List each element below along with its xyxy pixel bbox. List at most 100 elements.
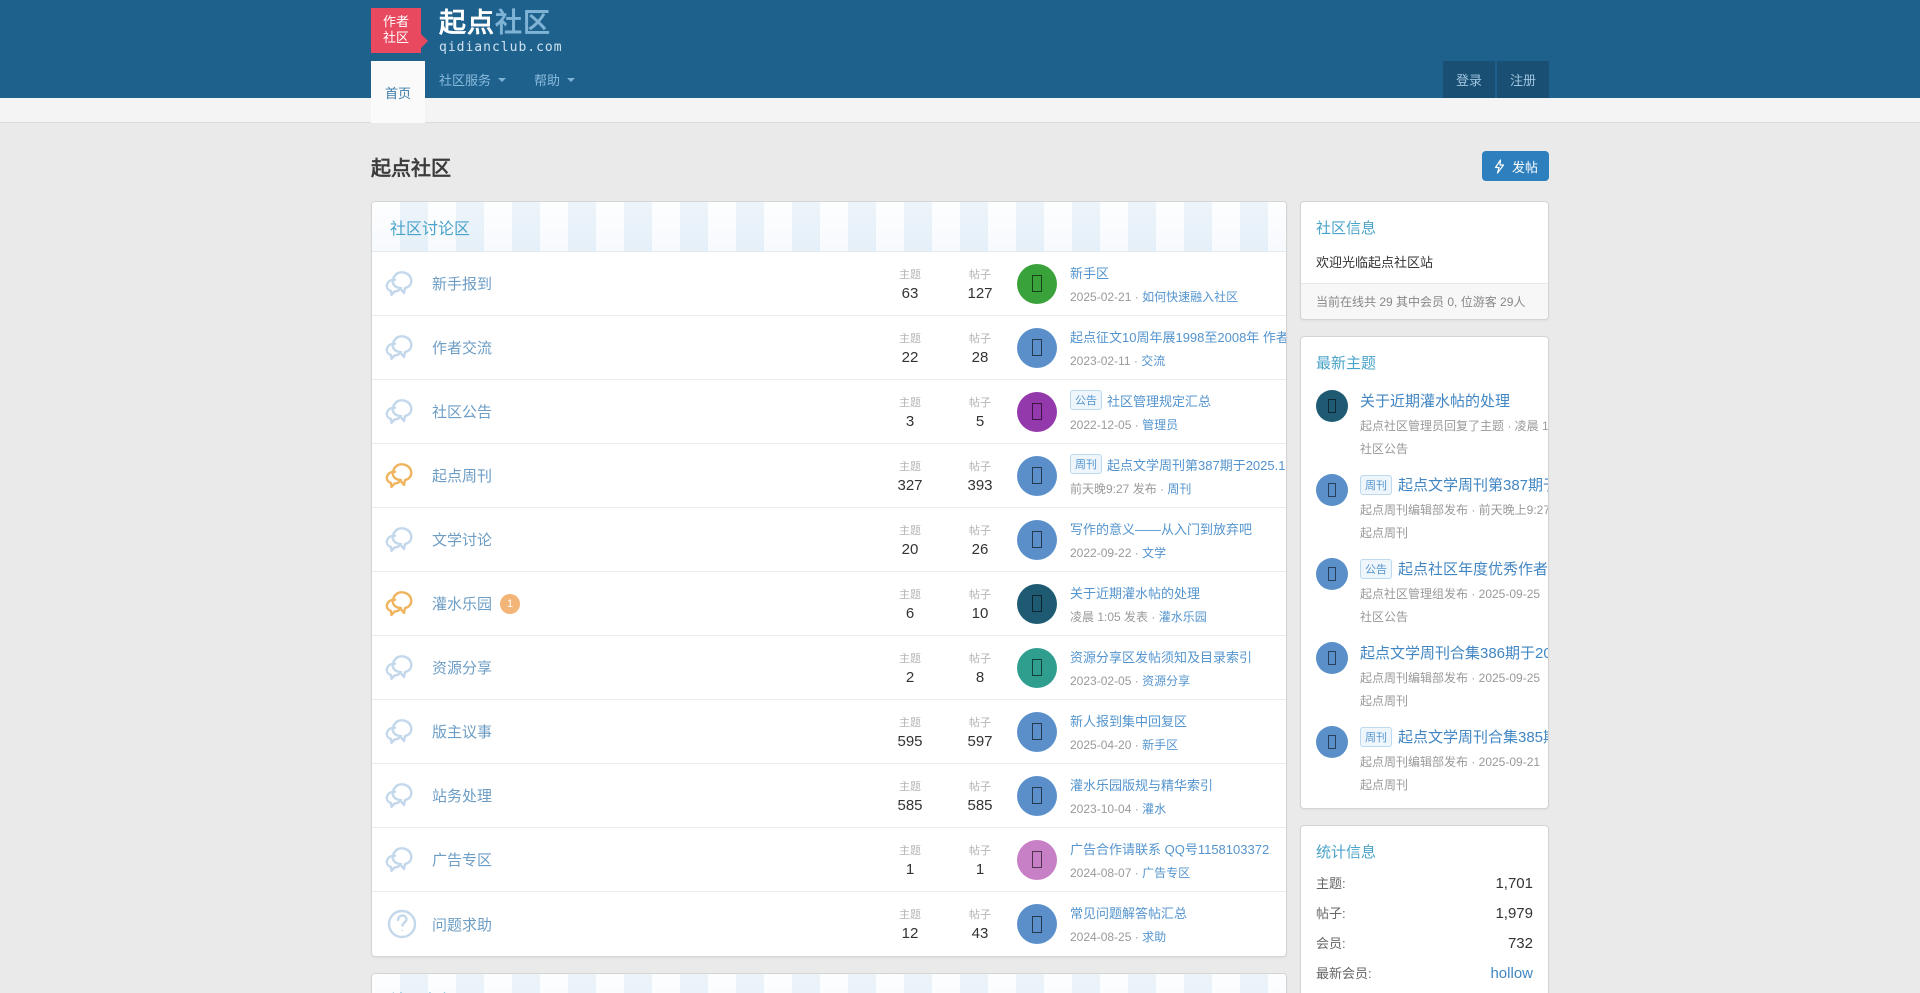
last-post-date: 2023-02-11 xyxy=(1070,353,1131,368)
latest-post-title-link[interactable]: 起点社区年度优秀作者评选·2025 xyxy=(1398,561,1549,578)
posts-count: 帖子 585 xyxy=(967,780,993,814)
forum-row: 资源分享 主题 2 帖子 8 资源分享区发帖须知及目录索引 2023-02-05… xyxy=(372,636,1286,700)
nav-item-services[interactable]: 社区服务 xyxy=(425,61,520,98)
sidebar-info-heading: 社区信息 xyxy=(1316,220,1377,237)
last-post-forum-link[interactable]: 交流 xyxy=(1141,353,1166,368)
last-post-title-link[interactable]: 起点征文10周年展1998至2008年 作者weid xyxy=(1070,329,1286,345)
last-post-forum-link[interactable]: 广告专区 xyxy=(1142,865,1191,880)
nav-item-help[interactable]: 帮助 xyxy=(520,61,589,98)
chat-bubbles-icon xyxy=(384,650,420,686)
latest-post-title-link[interactable]: 起点文学周刊合集386期于2025.9月- 4 xyxy=(1360,645,1549,662)
last-post: 新手区 2025-02-21 · 如何快速融入社区 xyxy=(1070,263,1286,305)
posts-count: 帖子 10 xyxy=(969,588,991,622)
forum-name-link[interactable]: 起点周刊 xyxy=(432,465,845,486)
newest-member-link[interactable]: hollow xyxy=(1490,965,1533,982)
avatar[interactable] xyxy=(1017,455,1057,496)
threads-count: 主题 585 xyxy=(897,780,923,814)
last-post-forum-link[interactable]: 文学 xyxy=(1142,545,1167,560)
avatar[interactable] xyxy=(1316,726,1348,758)
last-post-title-link[interactable]: 常见问题解答帖汇总 xyxy=(1070,906,1188,921)
chat-bubbles-icon xyxy=(384,458,420,494)
last-post: 新人报到集中回复区 2025-04-20 · 新手区 xyxy=(1070,711,1286,753)
thread-tag-badge: 周刊 xyxy=(1070,454,1102,474)
last-post-forum-link[interactable]: 求助 xyxy=(1142,930,1167,944)
forum-name-link[interactable]: 文学讨论 xyxy=(432,529,845,550)
last-post-date: 2022-09-22 xyxy=(1070,545,1132,560)
avatar[interactable] xyxy=(1017,904,1057,944)
forum-category-heading: 社区讨论区 xyxy=(372,202,1286,252)
avatar[interactable] xyxy=(1017,839,1057,880)
avatar[interactable] xyxy=(1017,519,1057,560)
avatar[interactable] xyxy=(1017,711,1057,752)
sidebar-info-panel: 社区信息 欢迎光临起点社区站 当前在线共 29 其中会员 0, 位游客 29人 xyxy=(1300,201,1549,320)
last-post-title-link[interactable]: 广告合作请联系 QQ号1158103372 xyxy=(1070,841,1270,857)
nav-item-label: 社区服务 xyxy=(439,73,492,88)
last-post-date: 2023-02-05 xyxy=(1070,673,1132,688)
last-post-title-link[interactable]: 写作的意义——从入门到放弃吧 xyxy=(1070,521,1253,537)
register-button[interactable]: 注册 xyxy=(1496,61,1549,98)
last-post-forum-link[interactable]: 周刊 xyxy=(1167,482,1192,496)
forum-name-link[interactable]: 资源分享 xyxy=(432,657,845,678)
site-logo[interactable]: 起点社区 qidianclub.com xyxy=(439,8,563,55)
forum-name-label: 社区公告 xyxy=(432,404,493,421)
last-post-forum-link[interactable]: 管理员 xyxy=(1142,418,1179,432)
avatar[interactable] xyxy=(1017,391,1057,432)
avatar[interactable] xyxy=(1017,647,1057,688)
breadcrumb: 首页 xyxy=(0,98,1920,123)
forum-name-link[interactable]: 广告专区 xyxy=(432,849,845,870)
latest-post-title-link[interactable]: 起点文学周刊合集385期于2025.9月- 3 xyxy=(1398,729,1548,746)
avatar[interactable] xyxy=(1017,263,1057,304)
forum-name-link[interactable]: 灌水乐园 1 xyxy=(432,593,845,614)
latest-post-forum: 起点周刊 xyxy=(1360,694,1409,708)
new-post-button[interactable]: 发帖 xyxy=(1481,151,1549,181)
forum-name-link[interactable]: 问题求助 xyxy=(432,914,845,935)
last-post-forum-link[interactable]: 如何快速融入社区 xyxy=(1142,289,1239,304)
last-post-forum-link[interactable]: 灌水 xyxy=(1142,801,1167,816)
last-post-date: 2022-12-05 xyxy=(1070,418,1132,432)
last-post-title-link[interactable]: 关于近期灌水帖的处理 xyxy=(1070,585,1201,601)
last-post-title-link[interactable]: 资源分享区发帖须知及目录索引 xyxy=(1070,649,1253,665)
forum-name-link[interactable]: 版主议事 xyxy=(432,721,845,742)
last-post-title-link[interactable]: 起点文学周刊第387期于2025.10月- 1 xyxy=(1107,457,1286,473)
chat-bubbles-icon xyxy=(384,586,420,622)
avatar[interactable] xyxy=(1316,390,1348,422)
avatar[interactable] xyxy=(1316,474,1348,506)
login-button[interactable]: 登录 xyxy=(1442,61,1495,98)
last-post-forum-link[interactable]: 灌水乐园 xyxy=(1158,609,1207,624)
forum-name-link[interactable]: 社区公告 xyxy=(432,401,845,422)
latest-post-title-link[interactable]: 起点文学周刊第387期于2025.10月- 1 xyxy=(1398,477,1548,494)
posts-count: 帖子 1 xyxy=(969,844,991,878)
stat-label: 主题: xyxy=(1316,876,1346,891)
last-post-forum-link[interactable]: 资源分享 xyxy=(1142,673,1191,688)
forum-row: 问题求助 主题 12 帖子 43 常见问题解答帖汇总 2024-08-25 · … xyxy=(372,892,1286,956)
sidebar-latest-heading: 最新主题 xyxy=(1316,355,1377,372)
posts-count: 帖子 8 xyxy=(969,652,991,686)
forum-name-link[interactable]: 站务处理 xyxy=(432,785,845,806)
last-post-forum-link[interactable]: 新手区 xyxy=(1142,737,1179,752)
forum-row: 版主议事 主题 595 帖子 597 新人报到集中回复区 2025-04-20 … xyxy=(372,700,1286,764)
avatar[interactable] xyxy=(1017,583,1057,624)
avatar[interactable] xyxy=(1017,327,1057,368)
forum-category-panel-2: 社区事务区 xyxy=(371,973,1287,993)
last-post-title-link[interactable]: 新人报到集中回复区 xyxy=(1070,713,1188,729)
avatar[interactable] xyxy=(1316,642,1348,674)
sidebar-latest-panel: 最新主题 关于近期灌水帖的处理 起点社区管理员回复了主题 · 凌晨 1:05 发… xyxy=(1300,336,1549,809)
avatar[interactable] xyxy=(1316,558,1348,590)
last-post-title-link[interactable]: 灌水乐园版规与精华索引 xyxy=(1070,777,1214,793)
stats-list: 主题: 1,701 帖子: 1,979 会员: 732 最新会员: hollow xyxy=(1316,873,1533,982)
new-post-button-label: 发帖 xyxy=(1511,159,1538,175)
forum-name-label: 版主议事 xyxy=(432,724,493,741)
forum-name-link[interactable]: 作者交流 xyxy=(432,337,845,358)
stat-label: 帖子: xyxy=(1316,906,1346,921)
last-post-date: 2025-02-21 xyxy=(1070,289,1132,304)
avatar[interactable] xyxy=(1017,775,1057,816)
forum-name-link[interactable]: 新手报到 xyxy=(432,273,845,294)
stat-row: 会员: 732 xyxy=(1316,933,1533,952)
nav-item-home[interactable]: 首页 xyxy=(371,61,426,123)
new-posts-badge: 1 xyxy=(500,593,521,614)
latest-post-title-link[interactable]: 关于近期灌水帖的处理 xyxy=(1360,393,1511,410)
forum-category-heading-2: 社区事务区 xyxy=(372,974,1286,993)
thread-tag-badge: 周刊 xyxy=(1360,474,1392,495)
last-post-title-link[interactable]: 社区管理规定汇总 xyxy=(1107,393,1212,409)
last-post-title-link[interactable]: 新手区 xyxy=(1070,265,1110,281)
